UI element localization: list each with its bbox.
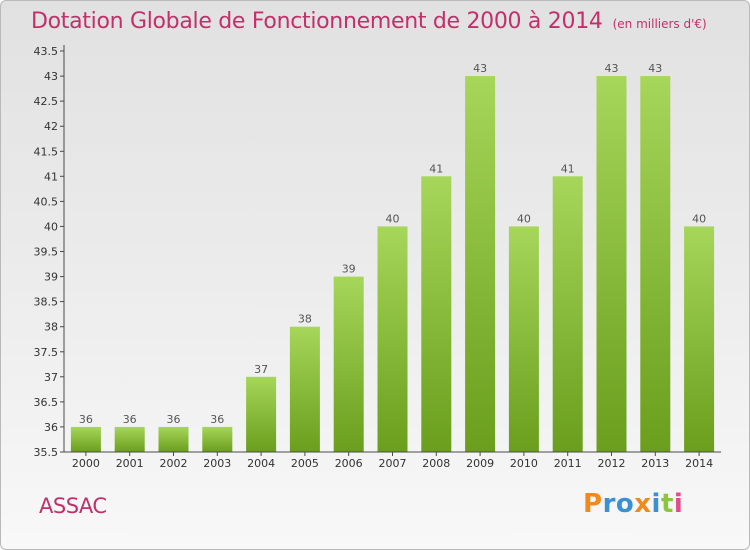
x-tick-label-2000: 2000: [72, 457, 100, 470]
logo-letter: i: [673, 489, 684, 519]
y-tick-label-40: 40: [44, 220, 58, 233]
bar-2005: [289, 326, 320, 452]
bar-2003: [202, 426, 233, 452]
x-tick-label-2007: 2007: [379, 457, 407, 470]
y-tick-label-39.5: 39.5: [34, 246, 59, 259]
y-tick-label-40.5: 40.5: [34, 195, 59, 208]
chart-unit: (en milliers d'€): [612, 17, 707, 31]
x-tick-label-2013: 2013: [641, 457, 669, 470]
chart-title: Dotation Globale de Fonctionnement de 20…: [31, 9, 603, 34]
chart-title-block: Dotation Globale de Fonctionnement de 20…: [31, 9, 707, 34]
bar-2000: [70, 426, 101, 452]
bar-2013: [640, 76, 671, 452]
data-label-2005: 38: [298, 313, 312, 326]
bar-2010: [508, 226, 539, 452]
x-tick-label-2003: 2003: [203, 457, 231, 470]
proxiti-logo[interactable]: Proxiti: [583, 489, 683, 519]
x-tick-label-2009: 2009: [466, 457, 494, 470]
y-tick-label-42: 42: [44, 120, 58, 133]
commune-name: ASSAC: [39, 494, 107, 518]
x-tick-label-2011: 2011: [554, 457, 582, 470]
data-label-2004: 37: [254, 363, 268, 376]
axis-layer: [60, 45, 721, 456]
bar-2004: [246, 376, 277, 452]
logo-letter: P: [583, 489, 603, 519]
y-tick-label-39: 39: [44, 271, 58, 284]
logo-letter: o: [615, 489, 635, 519]
data-label-2012: 43: [605, 62, 619, 75]
y-tick-label-43.5: 43.5: [34, 45, 59, 58]
data-label-2001: 36: [123, 413, 137, 426]
bar-2014: [684, 226, 715, 452]
bar-2011: [552, 176, 583, 453]
data-label-2000: 36: [79, 413, 93, 426]
data-label-2013: 43: [648, 62, 662, 75]
logo-letter: r: [602, 489, 616, 519]
y-tick-label-37: 37: [44, 371, 58, 384]
data-label-2010: 40: [517, 212, 531, 225]
y-tick-label-37.5: 37.5: [34, 346, 59, 359]
y-tick-label-43: 43: [44, 70, 58, 83]
y-tick-label-38: 38: [44, 321, 58, 334]
x-tick-label-2010: 2010: [510, 457, 538, 470]
bar-2001: [114, 426, 145, 452]
data-label-2007: 40: [386, 212, 400, 225]
data-label-2009: 43: [473, 62, 487, 75]
data-label-2014: 40: [692, 212, 706, 225]
bar-2009: [465, 76, 496, 452]
y-tick-label-38.5: 38.5: [34, 296, 59, 309]
bar-2002: [158, 426, 189, 452]
y-tick-label-42.5: 42.5: [34, 95, 59, 108]
y-tick-label-36.5: 36.5: [34, 396, 59, 409]
data-label-2011: 41: [561, 162, 575, 175]
logo-letter: t: [660, 489, 674, 519]
bar-2007: [377, 226, 408, 452]
x-tick-label-2006: 2006: [335, 457, 363, 470]
bars-layer: [70, 76, 715, 453]
x-tick-label-2005: 2005: [291, 457, 319, 470]
data-label-2003: 36: [210, 413, 224, 426]
y-tick-label-41.5: 41.5: [34, 145, 59, 158]
x-tick-label-2012: 2012: [598, 457, 626, 470]
data-label-2006: 39: [342, 263, 356, 276]
y-tick-label-36: 36: [44, 421, 58, 434]
data-label-2002: 36: [167, 413, 181, 426]
bar-2012: [596, 76, 627, 452]
y-tick-label-35.5: 35.5: [34, 446, 59, 459]
x-tick-label-2008: 2008: [422, 457, 450, 470]
bar-2006: [333, 276, 364, 452]
y-tick-label-41: 41: [44, 170, 58, 183]
x-tick-label-2004: 2004: [247, 457, 275, 470]
bar-2008: [421, 176, 452, 453]
logo-letter: x: [634, 489, 652, 519]
data-label-2008: 41: [429, 162, 443, 175]
logo-letter: i: [651, 489, 661, 519]
x-tick-label-2001: 2001: [116, 457, 144, 470]
x-tick-label-2014: 2014: [685, 457, 713, 470]
labels-layer: 36 2000 36 2001 36 2002 36 2003 37 2004 38 2005 39 20…: [34, 45, 714, 470]
x-tick-label-2002: 2002: [160, 457, 188, 470]
